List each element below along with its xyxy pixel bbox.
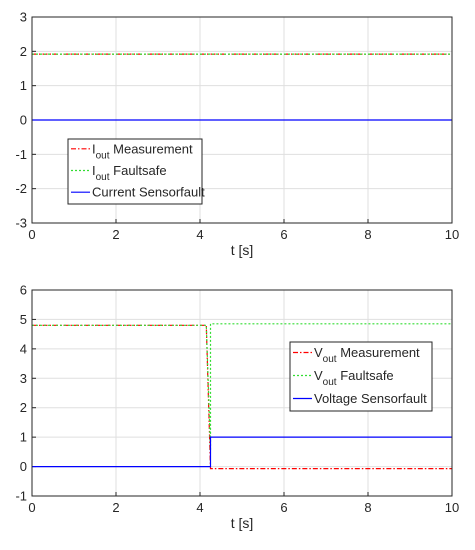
y-tick-label: 1: [20, 78, 27, 93]
y-tick-label: 0: [20, 113, 27, 128]
legend-label-2: Iout Faultsafe: [92, 163, 167, 183]
legend-label-3: Voltage Sensorfault: [314, 391, 427, 406]
x-tick-label: 2: [112, 227, 119, 242]
x-tick-label: 2: [112, 500, 119, 515]
y-tick-label: 2: [20, 400, 27, 415]
series-line-3: [32, 436, 452, 468]
axes-box: [31, 16, 453, 224]
y-tick-label: 3: [20, 371, 27, 386]
y-tick-label: 2: [20, 44, 27, 59]
y-tick-label: -1: [15, 489, 27, 504]
legend-label-3: Current Sensorfault: [92, 185, 205, 200]
y-tick-label: -2: [15, 181, 27, 196]
x-tick-label: 4: [196, 500, 203, 515]
series-line-2: [32, 323, 452, 451]
x-tick-label: 6: [280, 227, 287, 242]
legend-box: [67, 138, 203, 205]
legend-label-1: Vout Measurement: [314, 345, 420, 365]
y-tick-label: 0: [20, 459, 27, 474]
y-tick-label: -1: [15, 147, 27, 162]
legend-box: [289, 341, 433, 412]
legend: Vout Measurement Vout Faultsafe Voltage Se…: [289, 341, 433, 412]
x-tick-label: 0: [28, 500, 35, 515]
x-tick-label: 10: [445, 227, 459, 242]
y-tick-label: -3: [15, 216, 27, 231]
x-tick-label: 8: [364, 227, 371, 242]
x-axis-label: t [s]: [231, 242, 254, 258]
axes-box: [31, 289, 453, 497]
y-tick-label: 4: [20, 341, 27, 356]
x-tick-label: 0: [28, 227, 35, 242]
x-tick-label: 4: [196, 227, 203, 242]
x-tick-label: 8: [364, 500, 371, 515]
y-tick-label: 6: [20, 283, 27, 298]
chart-panel-1: 0 2 4 6 8 10 -3 -2 -1 0 1 2 3 t [s] Iout MeasurementIo…: [15, 10, 459, 259]
x-axis-label: t [s]: [231, 515, 254, 531]
y-tick-label: 5: [20, 312, 27, 327]
y-tick-label: 1: [20, 430, 27, 445]
legend-label-2: Vout Faultsafe: [314, 368, 394, 388]
x-tick-label: 10: [445, 500, 459, 515]
y-tick-label: 3: [20, 10, 27, 25]
x-tick-label: 6: [280, 500, 287, 515]
legend-label-1: Iout Measurement: [92, 141, 193, 161]
